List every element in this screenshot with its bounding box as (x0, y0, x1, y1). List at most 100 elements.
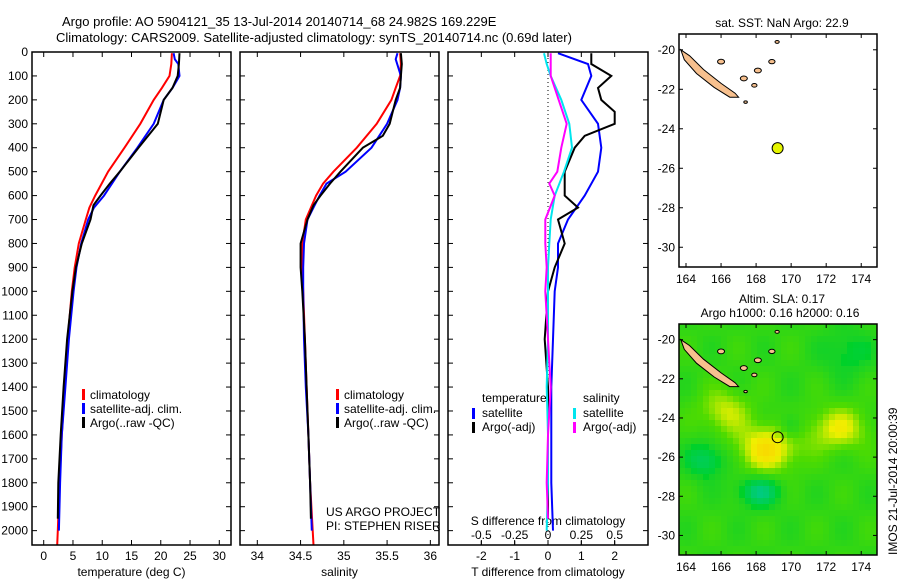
sla-cell (811, 504, 817, 510)
sla-cell (721, 528, 727, 534)
sla-cell (781, 438, 787, 444)
sla-cell (853, 354, 859, 360)
sla-cell (787, 402, 793, 408)
sla-cell (739, 534, 745, 540)
sla-cell (793, 372, 799, 378)
sla-cell (793, 426, 799, 432)
sla-cell (721, 450, 727, 456)
salinity-tick-label: 35 (337, 549, 351, 563)
sla-cell (853, 540, 859, 546)
sla-cell (715, 384, 721, 390)
sla-cell (781, 456, 787, 462)
sla-cell (727, 420, 733, 426)
sla-cell (853, 522, 859, 528)
lon-tick-label: 168 (746, 560, 766, 574)
sla-cell (757, 348, 763, 354)
sla-cell (853, 546, 859, 552)
sla-cell (847, 492, 853, 498)
sla-cell (739, 480, 745, 486)
sla-cell (769, 534, 775, 540)
sla-cell (859, 390, 865, 396)
sla-cell (679, 552, 685, 555)
sla-cell (847, 456, 853, 462)
sla-cell (757, 378, 763, 384)
sla-cell (829, 462, 835, 468)
legend-label: Argo(..raw -QC) (344, 416, 429, 430)
sla-cell (859, 378, 865, 384)
sla-cell (769, 342, 775, 348)
sla-cell (781, 546, 787, 552)
sla-cell (793, 540, 799, 546)
sla-cell (751, 504, 757, 510)
sla-cell (751, 456, 757, 462)
sla-cell (751, 324, 757, 330)
sla-cell (799, 366, 805, 372)
difference-series-line (550, 52, 603, 531)
sla-cell (727, 366, 733, 372)
sla-cell (733, 492, 739, 498)
sla-cell (823, 390, 829, 396)
sla-cell (751, 384, 757, 390)
sla-cell (679, 366, 685, 372)
depth-tick-label: 1500 (1, 404, 28, 418)
sla-cell (847, 516, 853, 522)
sla-cell (793, 546, 799, 552)
sla-cell (799, 402, 805, 408)
sla-cell (835, 504, 841, 510)
sla-cell (829, 552, 835, 555)
sla-cell (709, 330, 715, 336)
sla-cell (871, 366, 877, 372)
sla-cell (865, 450, 871, 456)
sla-cell (817, 546, 823, 552)
sla-cell (805, 378, 811, 384)
sla-cell (697, 540, 703, 546)
sla-cell (715, 534, 721, 540)
sla-cell (787, 498, 793, 504)
sla-cell (817, 420, 823, 426)
sla-cell (709, 474, 715, 480)
sla-cell (697, 390, 703, 396)
sla-cell (751, 390, 757, 396)
sla-cell (865, 378, 871, 384)
sla-cell (823, 504, 829, 510)
sla-cell (859, 534, 865, 540)
sla-cell (703, 336, 709, 342)
sla-cell (733, 426, 739, 432)
sla-map: 164 166 168 170 172 174 -20 -22 -24 -26 -28 -30 Alti… (658, 292, 878, 574)
sla-cell (745, 366, 751, 372)
sla-cell (739, 462, 745, 468)
sla-cell (721, 366, 727, 372)
sla-cell (787, 552, 793, 555)
legend-swatch (472, 422, 475, 433)
sla-cell (697, 486, 703, 492)
lon-tick-label: 170 (781, 560, 801, 574)
sla-cell (715, 522, 721, 528)
map-title: sat. SST: NaN Argo: 22.9 (715, 16, 849, 30)
sla-cell (715, 438, 721, 444)
sdiff-tick-label: -0.5 (471, 528, 492, 542)
sla-cell (793, 456, 799, 462)
sla-cell (685, 354, 691, 360)
sla-cell (679, 516, 685, 522)
sla-cell (763, 462, 769, 468)
sla-cell (709, 408, 715, 414)
sla-cell (733, 468, 739, 474)
sla-cell (757, 432, 763, 438)
sla-cell (805, 516, 811, 522)
sla-cell (847, 324, 853, 330)
sla-cell (841, 444, 847, 450)
sla-cell (787, 516, 793, 522)
sla-cell (775, 444, 781, 450)
sla-cell (847, 336, 853, 342)
sla-cell (703, 450, 709, 456)
sla-cell (733, 348, 739, 354)
sla-cell (835, 384, 841, 390)
sla-cell (799, 396, 805, 402)
sla-cell (703, 324, 709, 330)
sla-cell (751, 438, 757, 444)
sla-cell (799, 540, 805, 546)
sla-cell (853, 414, 859, 420)
sla-cell (751, 354, 757, 360)
sla-cell (811, 546, 817, 552)
